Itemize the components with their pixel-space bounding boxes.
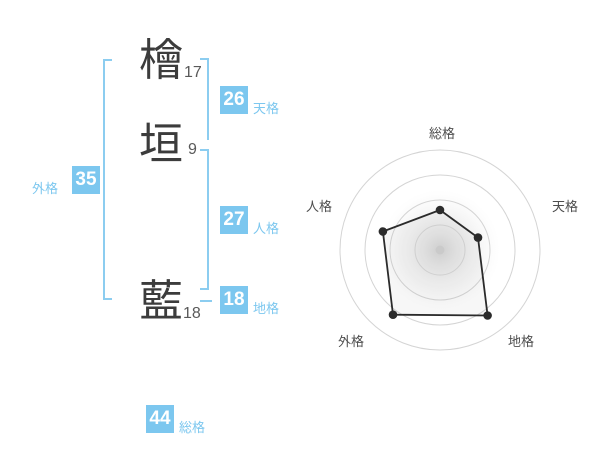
svg-text:総格: 総格 [429,126,455,141]
svg-text:天格: 天格 [552,199,578,214]
svg-text:地格: 地格 [508,334,534,349]
svg-text:外格: 外格 [338,334,364,349]
svg-text:人格: 人格 [306,199,332,214]
